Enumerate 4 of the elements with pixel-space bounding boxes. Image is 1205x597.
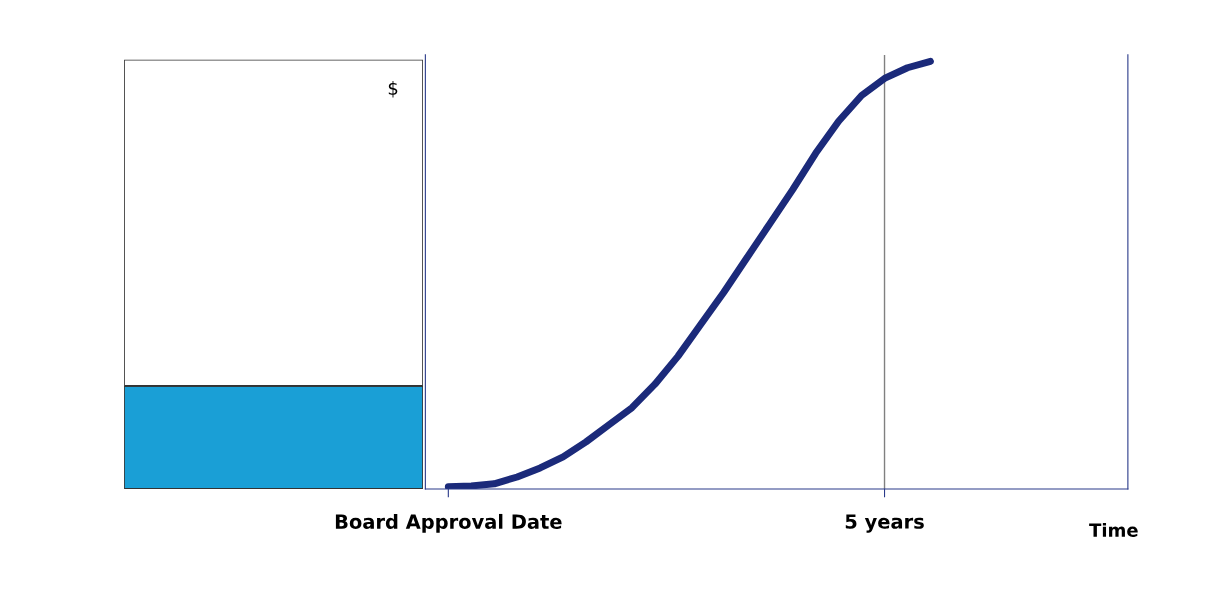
y-axis-title: $ (388, 81, 398, 98)
x-tick-label: Board Approval Date (335, 513, 562, 533)
x-tick-label: 5 years (845, 514, 924, 533)
x-axis-title: Time (1089, 522, 1138, 537)
